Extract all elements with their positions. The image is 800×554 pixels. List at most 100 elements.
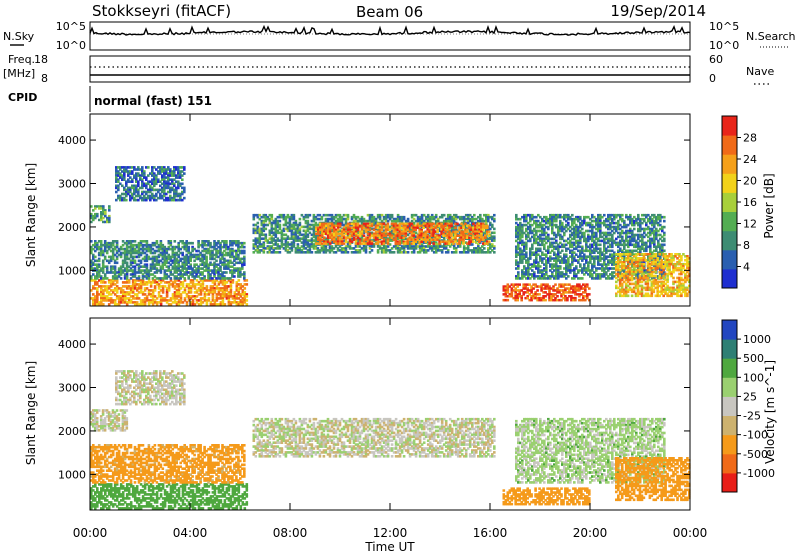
heatmap-cell bbox=[193, 271, 196, 274]
heatmap-cell bbox=[384, 245, 388, 248]
heatmap-cell bbox=[332, 217, 336, 221]
heatmap-cell bbox=[262, 245, 266, 248]
heatmap-cell bbox=[100, 211, 103, 214]
heatmap-cell bbox=[173, 267, 177, 270]
heatmap-cell bbox=[139, 174, 142, 177]
heatmap-cell bbox=[227, 297, 231, 300]
heatmap-cell bbox=[243, 261, 246, 265]
heatmap-cell bbox=[420, 217, 424, 221]
heatmap-cell bbox=[100, 285, 103, 288]
heatmap-cell bbox=[274, 225, 278, 229]
heatmap-cell bbox=[155, 303, 159, 306]
heatmap-cell bbox=[388, 251, 392, 254]
heatmap-cell bbox=[161, 251, 165, 255]
heatmap-cell bbox=[161, 194, 164, 198]
heatmap-cell bbox=[131, 249, 135, 253]
heatmap-cell bbox=[362, 247, 366, 250]
heatmap-cell bbox=[101, 251, 105, 255]
heatmap-cell bbox=[121, 251, 125, 255]
heatmap-cell bbox=[388, 215, 392, 219]
heatmap-cell bbox=[115, 168, 118, 171]
heatmap-cell bbox=[213, 269, 216, 272]
heatmap-cell bbox=[149, 285, 153, 288]
heatmap-cell bbox=[231, 273, 234, 276]
heatmap-cell bbox=[169, 190, 172, 194]
heatmap-cell bbox=[159, 243, 163, 247]
heatmap-cell bbox=[151, 261, 155, 265]
heatmap-cell bbox=[258, 235, 262, 238]
heatmap-cell bbox=[386, 213, 390, 217]
heatmap-cell bbox=[346, 245, 350, 248]
heatmap-cell bbox=[131, 186, 134, 190]
heatmap-cell bbox=[92, 218, 95, 222]
heatmap-cell bbox=[102, 220, 105, 224]
heatmap-cell bbox=[171, 198, 174, 202]
heatmap-cell bbox=[312, 247, 316, 250]
heatmap-cell bbox=[107, 279, 111, 282]
heatmap-cell bbox=[141, 186, 144, 190]
heatmap-cell bbox=[94, 295, 97, 298]
heatmap-cell bbox=[173, 184, 176, 188]
heatmap-cell bbox=[157, 170, 160, 173]
heatmap-cell bbox=[97, 247, 101, 251]
heatmap-cell bbox=[90, 212, 93, 216]
heatmap-cell bbox=[205, 263, 208, 266]
heatmap-cell bbox=[416, 219, 420, 223]
heatmap-cell bbox=[175, 267, 178, 270]
heatmap-cell bbox=[408, 247, 412, 250]
heatmap-cell bbox=[207, 265, 210, 268]
heatmap-cell bbox=[94, 259, 97, 263]
heatmap-cell bbox=[272, 237, 276, 240]
heatmap-cell bbox=[129, 261, 133, 265]
heatmap-cell bbox=[159, 269, 163, 272]
heatmap-cell bbox=[243, 295, 247, 298]
heatmap-cell bbox=[181, 178, 184, 181]
heatmap-cell bbox=[288, 217, 292, 221]
heatmap-cell bbox=[384, 239, 388, 242]
heatmap-cell bbox=[121, 174, 124, 177]
heatmap-cell bbox=[298, 231, 302, 235]
heatmap-cell bbox=[139, 299, 143, 302]
heatmap-cell bbox=[231, 275, 234, 278]
heatmap-cell bbox=[145, 283, 149, 286]
heatmap-cell bbox=[145, 240, 149, 243]
heatmap-cell bbox=[103, 257, 107, 261]
heatmap-cell bbox=[177, 279, 181, 282]
heatmap-cell bbox=[181, 281, 185, 284]
heatmap-cell bbox=[187, 271, 190, 274]
heatmap-cell bbox=[171, 178, 174, 181]
heatmap-cell bbox=[137, 245, 141, 249]
heatmap-cell bbox=[125, 192, 128, 196]
heatmap-cell bbox=[243, 287, 247, 290]
heatmap-cell bbox=[104, 214, 107, 218]
heatmap-cell bbox=[217, 251, 220, 255]
heatmap-cell bbox=[123, 285, 127, 288]
heatmap-cell bbox=[252, 223, 256, 227]
heatmap-cell bbox=[187, 261, 190, 265]
heatmap-cell bbox=[155, 259, 159, 263]
heatmap-cell bbox=[125, 297, 129, 300]
heatmap-cell bbox=[207, 251, 210, 255]
heatmap-cell bbox=[179, 275, 182, 278]
heatmap-cell bbox=[193, 253, 196, 257]
heatmap-cell bbox=[102, 285, 105, 288]
heatmap-cell bbox=[300, 241, 304, 244]
heatmap-cell bbox=[221, 240, 224, 243]
heatmap-cell bbox=[241, 265, 244, 268]
heatmap-cell bbox=[151, 168, 154, 171]
heatmap-cell bbox=[193, 255, 196, 259]
heatmap-cell bbox=[243, 259, 246, 263]
nsky-frame bbox=[89, 21, 691, 51]
heatmap-cell bbox=[149, 196, 152, 200]
heatmap-cell bbox=[173, 255, 177, 259]
heatmap-cell bbox=[129, 295, 133, 298]
heatmap-cell bbox=[179, 170, 182, 173]
heatmap-cell bbox=[199, 299, 203, 302]
heatmap-cell bbox=[100, 214, 103, 218]
heatmap-cell bbox=[153, 178, 156, 181]
heatmap-cell bbox=[92, 243, 95, 247]
heatmap-cell bbox=[382, 215, 386, 219]
heatmap-cell bbox=[181, 253, 184, 257]
heatmap-cell bbox=[356, 249, 360, 252]
